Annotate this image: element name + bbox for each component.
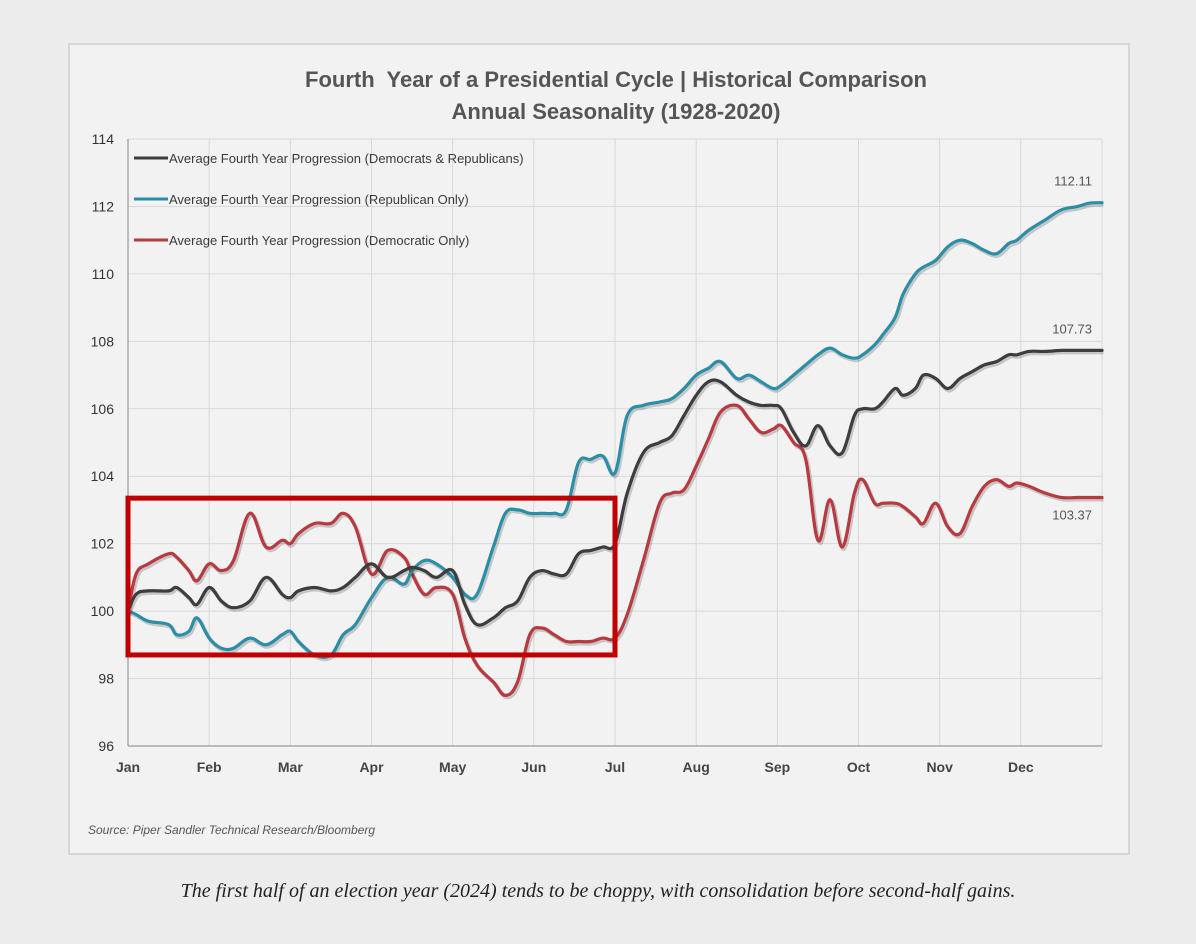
series-line-democratic bbox=[126, 403, 1104, 697]
x-tick-label: Aug bbox=[683, 759, 710, 775]
x-tick-label: May bbox=[439, 759, 466, 775]
legend-label: Average Fourth Year Progression (Republi… bbox=[169, 192, 469, 207]
y-tick-label: 108 bbox=[91, 333, 115, 349]
x-tick-label: Nov bbox=[926, 759, 953, 775]
y-tick-label: 112 bbox=[92, 198, 115, 214]
x-tick-label: Jan bbox=[116, 759, 140, 775]
x-tick-label: Mar bbox=[278, 759, 303, 775]
y-tick-label: 114 bbox=[92, 131, 115, 147]
legend-label: Average Fourth Year Progression (Democra… bbox=[169, 151, 524, 166]
series-line-republican bbox=[126, 201, 1104, 659]
end-labels: 107.73 112.11 103.37 bbox=[1052, 174, 1092, 523]
figure-frame: 114 112 110 108 106 104 102 100 98 96 Jan Feb Mar Apr… bbox=[68, 43, 1130, 855]
series-line-combined bbox=[126, 348, 1104, 627]
chart-subtitle: Annual Seasonality (1928-2020) bbox=[452, 99, 781, 124]
y-tick-label: 98 bbox=[98, 671, 114, 687]
legend: Average Fourth Year Progression (Democra… bbox=[134, 151, 524, 248]
x-tick-label: Dec bbox=[1008, 759, 1034, 775]
x-tick-label: Jul bbox=[605, 759, 625, 775]
y-tick-label: 106 bbox=[91, 401, 115, 417]
highlight-annotation bbox=[125, 495, 618, 658]
y-tick-label: 102 bbox=[91, 536, 115, 552]
x-tick-label: Apr bbox=[359, 759, 384, 775]
chart-title: Fourth Year of a Presidential Cycle | Hi… bbox=[305, 67, 927, 92]
x-tick-label: Feb bbox=[197, 759, 222, 775]
end-value-label: 112.11 bbox=[1054, 174, 1092, 189]
legend-label: Average Fourth Year Progression (Democra… bbox=[169, 233, 469, 248]
source-note: Source: Piper Sandler Technical Research… bbox=[88, 823, 375, 837]
series-lines bbox=[126, 201, 1104, 700]
highlight-box bbox=[125, 495, 618, 658]
end-value-label: 103.37 bbox=[1052, 507, 1092, 522]
end-value-label: 107.73 bbox=[1052, 321, 1092, 336]
x-tick-label: Jun bbox=[521, 759, 546, 775]
x-tick-label: Sep bbox=[764, 759, 790, 775]
y-tick-label: 100 bbox=[91, 603, 115, 619]
y-tick-label: 104 bbox=[91, 468, 115, 484]
y-tick-label: 110 bbox=[92, 266, 115, 282]
x-tick-label: Oct bbox=[847, 759, 871, 775]
y-tick-label: 96 bbox=[98, 738, 114, 754]
figure-caption: The first half of an election year (2024… bbox=[180, 880, 1016, 902]
